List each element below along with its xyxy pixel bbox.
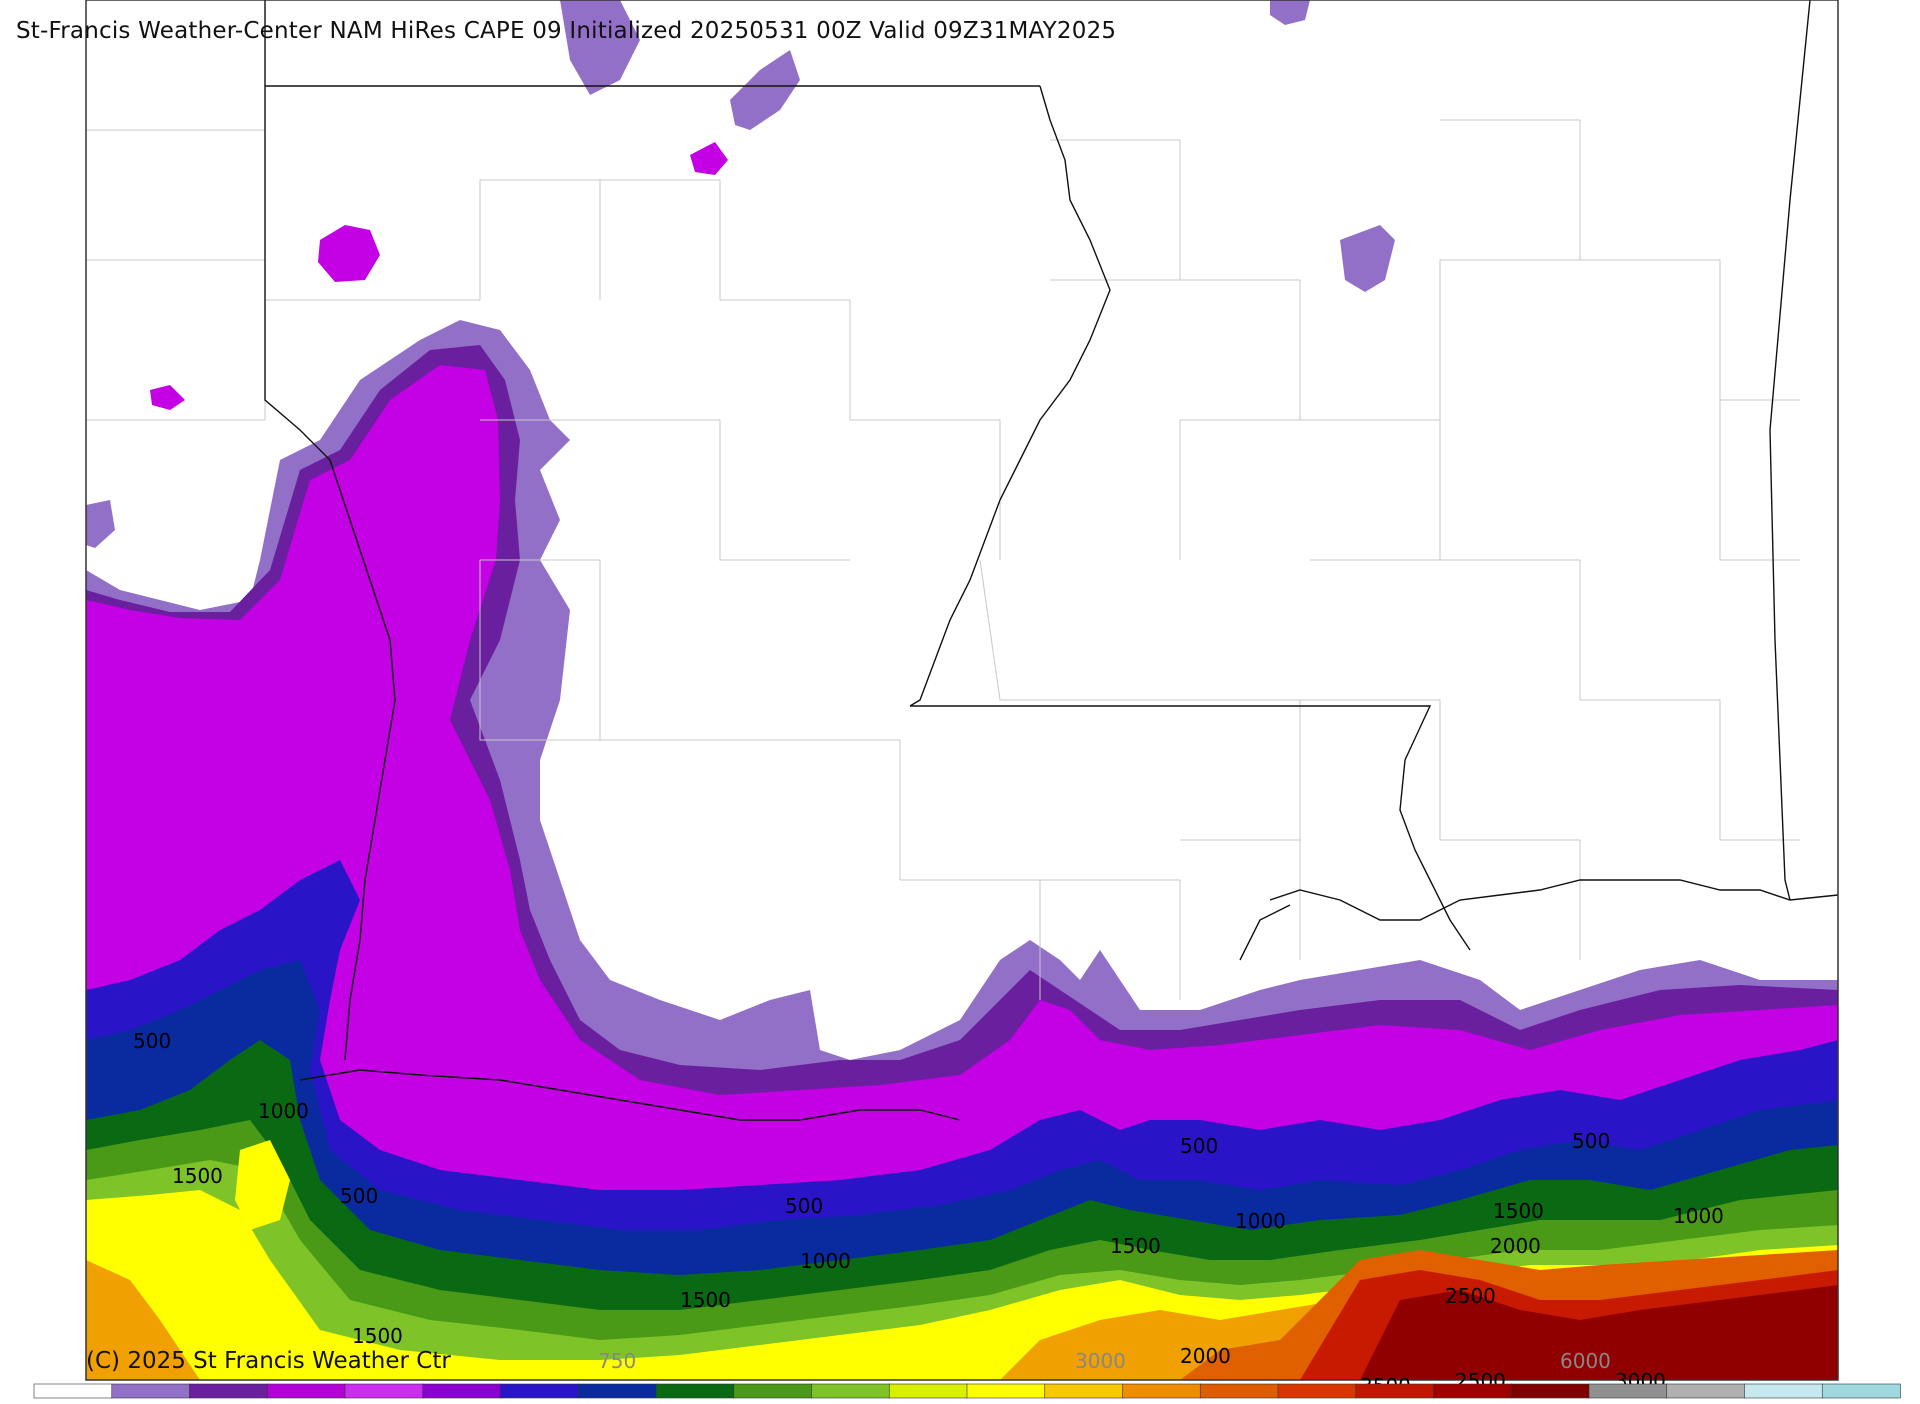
state-boundaries [264,0,1839,1121]
contour-label: 500 [340,1184,378,1208]
copyright-notice: (C) 2025 St Francis Weather Ctr [86,1348,451,1374]
contour-label: 2000 [1180,1344,1231,1368]
legend-swatch [500,1383,580,1399]
contour-label: 500 [785,1194,823,1218]
contour-label: 750 [598,1349,636,1373]
legend-swatch [655,1383,735,1399]
legend-swatch [344,1383,424,1399]
color-legend-bar [33,1383,1901,1399]
legend-swatch [1744,1383,1824,1399]
legend-swatch [1277,1383,1357,1399]
contour-label: 1000 [1235,1209,1286,1233]
cape-patch-north-5 [1270,0,1310,25]
cape-patch-yellow-west [235,1140,290,1230]
contour-label: 500 [1572,1129,1610,1153]
contour-label: 1500 [1493,1199,1544,1223]
legend-swatch [33,1383,113,1399]
legend-swatch [189,1383,269,1399]
contour-label: 6000 [1560,1349,1611,1373]
legend-swatch [966,1383,1046,1399]
legend-swatch [422,1383,502,1399]
cape-band-magenta [86,365,1838,1380]
contour-label: 1500 [680,1288,731,1312]
legend-swatch [111,1383,191,1399]
contour-label: 3000 [1075,1349,1126,1373]
legend-swatch [1821,1383,1901,1399]
contour-label: 1500 [352,1324,403,1348]
contour-label: 1500 [172,1164,223,1188]
map-title: St-Francis Weather-Center NAM HiRes CAPE… [16,18,1117,44]
cape-patch-north-2 [730,50,800,130]
contour-label: 500 [1180,1134,1218,1158]
legend-swatch [811,1383,891,1399]
contour-label: 2000 [1490,1234,1541,1258]
cape-patch-north-3 [1340,225,1395,292]
contour-label-layer: 500 1000 1500 500 1500 500 1000 1500 500 1000 1500… [133,1029,1724,1398]
contour-label: 1000 [800,1249,851,1273]
cape-patch-north-8 [560,0,640,95]
plot-frame [85,0,1839,1381]
contour-label: 1500 [1110,1234,1161,1258]
cape-patch-north-4 [690,142,728,175]
contour-label: 2500 [1445,1284,1496,1308]
legend-swatch [577,1383,657,1399]
contour-label: 1000 [1673,1204,1724,1228]
legend-swatch [1355,1383,1435,1399]
contour-label: 500 [133,1029,171,1053]
legend-swatch [1122,1383,1202,1399]
legend-swatch [1588,1383,1668,1399]
legend-swatch [1433,1383,1513,1399]
legend-swatch [1666,1383,1746,1399]
legend-swatch [733,1383,813,1399]
legend-swatch [1199,1383,1279,1399]
legend-swatch [1044,1383,1124,1399]
cape-band-dark-red [1360,1285,1838,1380]
cape-fill-layer [86,0,1838,1380]
legend-swatch [266,1383,346,1399]
contour-label: 1000 [258,1099,309,1123]
cape-patch-north-6 [150,385,185,410]
legend-swatch [888,1383,968,1399]
cape-patch-north-1 [318,225,380,282]
legend-swatch [1510,1383,1590,1399]
cape-patch-north-7 [86,500,115,548]
